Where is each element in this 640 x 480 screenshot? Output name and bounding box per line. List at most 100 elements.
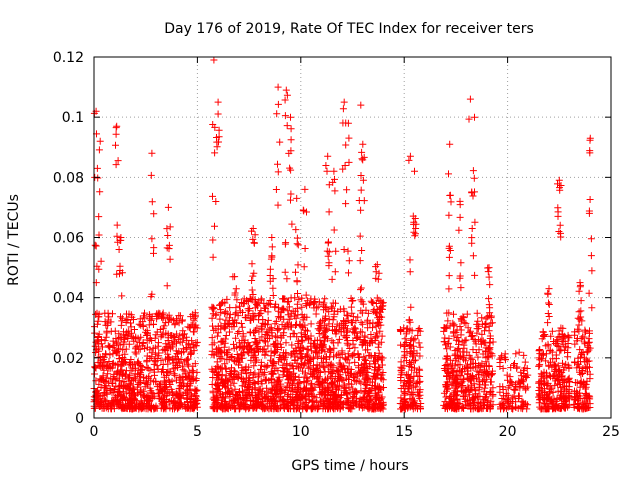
data-point — [362, 306, 370, 314]
data-point — [264, 316, 272, 324]
data-point — [190, 343, 198, 351]
data-point — [542, 357, 550, 365]
data-point — [376, 304, 384, 312]
data-point — [444, 317, 452, 325]
data-point — [277, 380, 285, 388]
data-point — [560, 332, 568, 340]
data-point — [330, 344, 338, 352]
data-point — [352, 394, 360, 402]
data-point — [314, 325, 322, 333]
data-point — [124, 383, 132, 391]
data-point — [486, 345, 494, 353]
data-point — [362, 357, 369, 364]
data-point — [95, 340, 103, 348]
data-point — [444, 384, 452, 392]
data-point — [230, 340, 237, 348]
data-point — [297, 329, 305, 337]
data-point — [363, 376, 371, 384]
data-point — [368, 338, 376, 346]
data-point — [456, 197, 464, 205]
data-point — [356, 257, 364, 265]
data-point — [274, 168, 282, 176]
data-point — [268, 234, 276, 241]
data-point — [471, 218, 479, 226]
data-point — [406, 268, 414, 276]
data-point — [189, 328, 197, 336]
data-point — [267, 368, 275, 376]
data-point — [93, 164, 101, 172]
data-point — [101, 309, 109, 317]
data-point — [475, 322, 483, 330]
data-point — [212, 393, 220, 401]
data-point — [95, 146, 103, 154]
data-point — [349, 351, 357, 359]
x-tick-label: 0 — [90, 424, 99, 440]
data-point — [155, 390, 163, 397]
data-point — [146, 366, 154, 374]
data-point — [268, 369, 276, 377]
data-point — [268, 243, 276, 251]
data-point — [462, 319, 470, 327]
data-point — [110, 397, 118, 404]
data-point — [330, 226, 338, 234]
data-point — [227, 404, 235, 411]
data-point — [266, 300, 274, 308]
data-point — [356, 232, 364, 240]
data-point — [551, 367, 559, 375]
data-point — [283, 122, 291, 130]
data-point — [330, 310, 338, 318]
data-point — [560, 393, 568, 401]
data-point — [235, 361, 242, 369]
data-point — [146, 402, 154, 410]
data-point — [287, 398, 295, 406]
data-point — [298, 303, 306, 311]
data-point — [536, 346, 544, 353]
data-point — [456, 213, 464, 221]
chart-title: Day 176 of 2019, Rate Of TEC Index for r… — [164, 21, 534, 37]
data-point — [464, 361, 471, 369]
data-point — [133, 342, 141, 350]
data-point — [146, 355, 154, 362]
data-point — [92, 310, 100, 318]
data-point — [128, 377, 136, 385]
data-point — [269, 358, 277, 366]
data-point — [406, 359, 413, 366]
data-point — [453, 382, 461, 390]
data-point — [226, 314, 233, 322]
data-point — [500, 405, 508, 413]
data-point — [124, 401, 132, 409]
data-point — [452, 336, 460, 344]
data-point — [357, 206, 365, 214]
data-point — [507, 364, 515, 372]
data-point — [296, 322, 304, 329]
data-point — [320, 329, 328, 337]
data-point — [124, 335, 132, 342]
data-point — [213, 345, 220, 353]
data-point — [164, 344, 172, 352]
data-point — [400, 378, 408, 386]
data-point — [274, 100, 282, 108]
data-point — [554, 336, 562, 344]
data-point — [457, 315, 465, 323]
data-point — [157, 356, 165, 364]
data-point — [158, 397, 166, 405]
data-point — [277, 334, 285, 342]
data-point — [303, 378, 311, 386]
data-point — [132, 350, 140, 358]
data-point — [335, 372, 343, 380]
data-point — [326, 399, 334, 407]
data-point — [331, 326, 339, 334]
data-point — [372, 391, 380, 399]
data-point — [345, 257, 353, 265]
data-point — [484, 369, 492, 377]
data-point — [109, 343, 117, 351]
data-point — [300, 360, 308, 368]
data-point — [304, 352, 312, 360]
data-point — [98, 336, 105, 344]
data-point — [116, 355, 123, 363]
data-point — [340, 332, 348, 340]
data-point — [554, 180, 561, 188]
data-point — [549, 388, 557, 396]
data-point — [466, 95, 474, 103]
data-point — [165, 245, 173, 252]
